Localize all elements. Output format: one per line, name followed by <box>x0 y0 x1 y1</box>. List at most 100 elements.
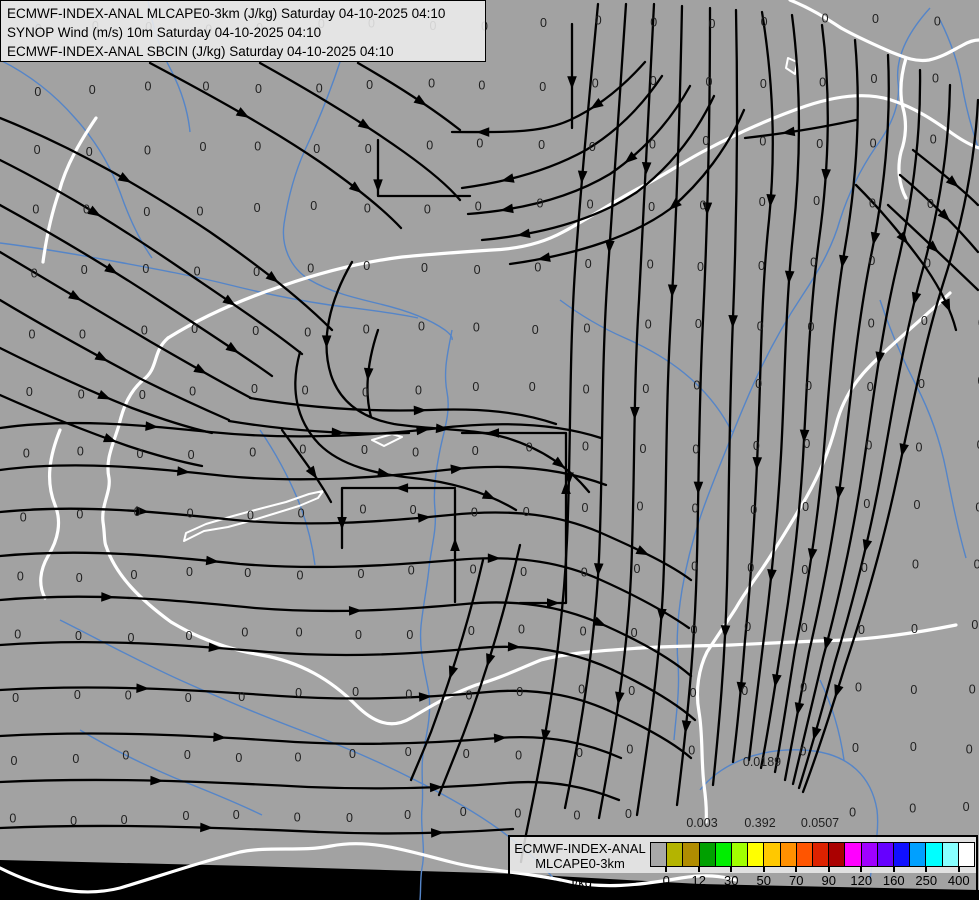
station-value: 0 <box>755 377 762 391</box>
station-value: 0 <box>760 77 767 91</box>
station-value: 0 <box>361 443 368 457</box>
title-line-synop-wind: SYNOP Wind (m/s) 10m Saturday 04-10-2025… <box>7 25 322 40</box>
streamline-arrowhead-icon <box>321 335 332 349</box>
country-border <box>788 0 979 63</box>
wind-streamline <box>0 732 623 760</box>
wind-streamline <box>797 83 952 790</box>
station-value: 0 <box>472 444 479 458</box>
river-path <box>939 19 979 151</box>
legend-color-box <box>925 842 943 867</box>
station-value: 0 <box>310 199 317 213</box>
station-value: 0 <box>691 560 698 574</box>
station-value: 0 <box>254 139 261 153</box>
station-value: 0 <box>363 259 370 273</box>
legend-title-line2: MLCAPE0-3km <box>535 856 625 871</box>
streamline-arrowhead-icon <box>235 107 250 118</box>
station-value: 0 <box>650 74 657 88</box>
legend-color-box <box>844 842 862 867</box>
station-value: 0 <box>540 16 547 30</box>
streamline-arrowhead-icon <box>136 683 150 694</box>
streamline-arrowhead-icon <box>373 179 383 193</box>
station-value: 0 <box>759 135 766 149</box>
streamline-arrowhead-icon <box>363 367 374 382</box>
legend-title-line1: ECMWF-INDEX-ANAL <box>514 841 646 856</box>
station-value: 0 <box>144 144 151 158</box>
wind-streamline <box>743 118 858 140</box>
station-value-decimal: 0.003 <box>686 816 717 830</box>
station-value: 0 <box>916 440 923 454</box>
streamline-arrowhead-icon <box>736 681 747 696</box>
station-value: 0 <box>131 568 138 582</box>
station-value: 0 <box>918 377 925 391</box>
streamline-arrowhead-icon <box>348 606 363 616</box>
legend-tick-mark <box>762 867 765 872</box>
legend-tick-mark <box>892 867 895 872</box>
station-value: 0 <box>645 318 652 332</box>
station-value: 0 <box>186 565 193 579</box>
streamline-arrowhead-icon <box>486 653 496 667</box>
station-value: 0 <box>70 814 77 828</box>
streamline-arrowhead-icon <box>781 126 796 137</box>
station-value: 0 <box>626 743 633 757</box>
station-value: 0 <box>474 263 481 277</box>
station-value: 0 <box>200 140 207 154</box>
legend-tick-mark <box>730 867 733 872</box>
legend-color-box <box>682 842 700 867</box>
station-value: 0 <box>529 380 536 394</box>
station-value: 0 <box>77 445 84 459</box>
wind-streamline <box>0 250 253 400</box>
streamline-arrowhead-icon <box>102 433 117 443</box>
station-value: 0 <box>869 197 876 211</box>
streamline-arrowhead-icon <box>486 428 499 438</box>
river-path <box>559 299 733 433</box>
station-value: 0 <box>470 562 477 576</box>
station-value: 0 <box>858 623 865 637</box>
station-value: 0 <box>363 322 370 336</box>
wind-streamline <box>747 13 801 762</box>
streamline-arrowhead-icon <box>213 732 227 742</box>
station-value: 0 <box>753 439 760 453</box>
legend-tick-label: 160 <box>882 873 905 888</box>
title-line-mlcape: ECMWF-INDEX-ANAL MLCAPE0-3km (J/kg) Satu… <box>7 6 446 21</box>
station-value: 0 <box>472 380 479 394</box>
streamline-arrowhead-icon <box>305 465 318 480</box>
station-value: 0 <box>863 497 870 511</box>
station-value: 0 <box>184 748 191 762</box>
station-value: 0 <box>966 743 973 757</box>
station-value: 0 <box>76 507 83 521</box>
streamline-arrowhead-icon <box>476 127 490 137</box>
station-value: 0 <box>702 134 709 148</box>
wind-streamline <box>409 558 485 782</box>
station-value: 0 <box>744 620 751 634</box>
streamline-arrowhead-icon <box>450 464 464 475</box>
river-path <box>0 242 419 319</box>
wind-streamline <box>460 431 568 605</box>
station-value: 0 <box>364 201 371 215</box>
station-value: 0 <box>141 324 148 338</box>
streamline-arrowhead-icon <box>834 684 844 699</box>
streamline-arrowhead-icon <box>624 151 638 164</box>
legend-color-box <box>828 842 846 867</box>
station-value: 0 <box>235 751 242 765</box>
station-value: 0 <box>410 503 417 517</box>
legend-tick-label: 250 <box>915 873 938 888</box>
wind-streamline <box>635 4 684 817</box>
station-value: 0 <box>688 743 695 757</box>
station-value: 0 <box>932 71 939 85</box>
station-value-decimal: 0.392 <box>744 816 775 830</box>
station-value: 0 <box>302 384 309 398</box>
station-value: 0 <box>196 204 203 218</box>
legend-units: J/kg <box>568 875 592 890</box>
streamline-arrowhead-icon <box>145 421 159 431</box>
station-value: 0 <box>514 807 521 821</box>
streamline-arrowhead-icon <box>430 828 445 838</box>
lake-outline <box>183 490 324 542</box>
streamline-arrowhead-icon <box>450 538 460 551</box>
station-value: 0 <box>849 805 856 819</box>
station-value: 0 <box>463 747 470 761</box>
streamline-arrowhead-icon <box>812 726 822 741</box>
station-value: 0 <box>807 320 814 334</box>
station-value: 0 <box>595 14 602 28</box>
streamline-arrowhead-icon <box>767 568 777 583</box>
river-path <box>282 61 453 341</box>
